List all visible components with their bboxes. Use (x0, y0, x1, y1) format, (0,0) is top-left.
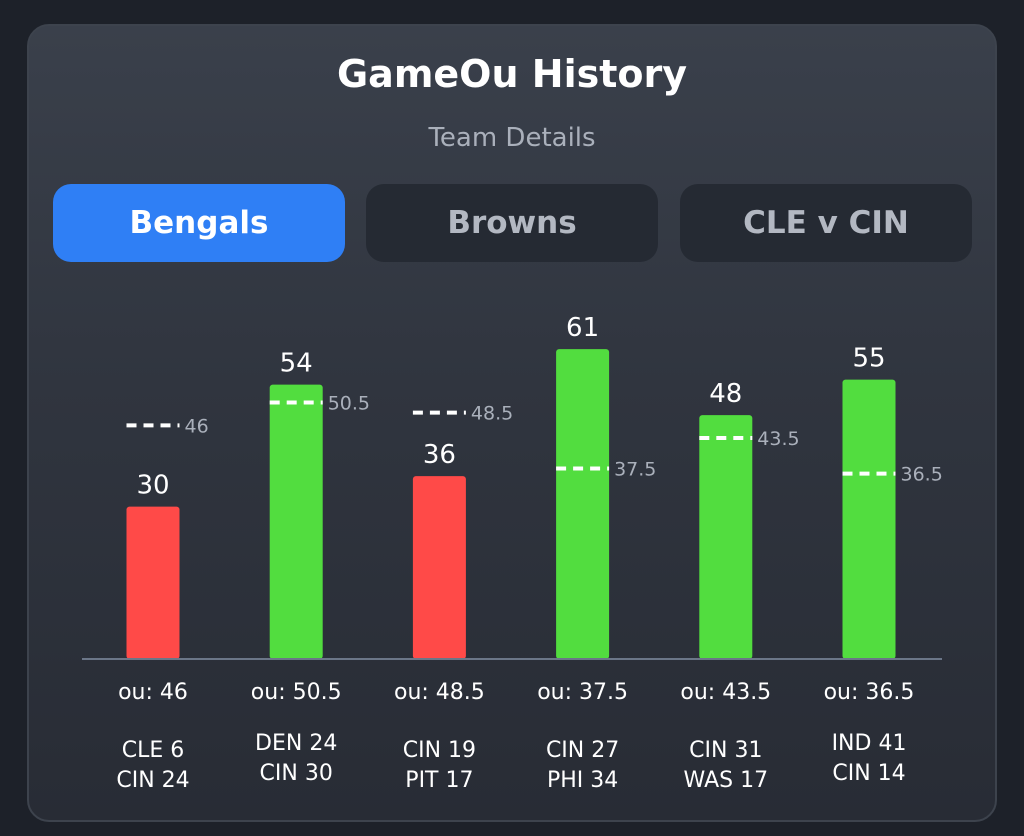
matchup-line-1: CIN 31 (689, 738, 762, 763)
matchup-line-2: CIN 14 (832, 761, 905, 786)
bar (269, 384, 323, 659)
bar (412, 476, 466, 659)
ou-marker-label: 50.5 (328, 392, 370, 414)
chart-title: GameOu History (336, 52, 687, 96)
bar-value-label: 36 (423, 440, 456, 470)
tab-cle-v-cin[interactable]: CLE v CIN (680, 184, 972, 262)
ou-marker-label: 46 (185, 415, 209, 437)
ou-marker-label: 37.5 (614, 459, 656, 481)
matchup-line-1: IND 41 (832, 731, 907, 756)
ou-label: ou: 50.5 (251, 680, 342, 705)
ou-marker-label: 43.5 (757, 428, 799, 450)
bar (556, 349, 610, 659)
bar-value-label: 48 (709, 379, 742, 409)
bar-value-label: 54 (280, 349, 313, 379)
bar (126, 506, 180, 659)
matchup-line-2: PHI 34 (547, 768, 618, 793)
bar-value-label: 55 (852, 344, 885, 374)
matchup-line-1: CIN 19 (403, 738, 476, 763)
ou-marker-label: 48.5 (471, 403, 513, 425)
matchup-line-2: WAS 17 (684, 768, 769, 793)
ou-label: ou: 48.5 (394, 680, 485, 705)
chart-card (27, 24, 997, 822)
matchup-line-1: DEN 24 (255, 731, 337, 756)
tab-bengals[interactable]: Bengals (53, 184, 345, 262)
ou-label: ou: 37.5 (537, 680, 628, 705)
matchup-line-2: CIN 24 (116, 768, 189, 793)
chart-subtitle: Team Details (428, 123, 596, 153)
ou-label: ou: 46 (118, 680, 188, 705)
tab-browns[interactable]: Browns (366, 184, 658, 262)
bar (699, 415, 753, 659)
ou-label: ou: 43.5 (680, 680, 771, 705)
bar-value-label: 61 (566, 313, 599, 343)
bar (842, 379, 896, 659)
ou-marker-label: 36.5 (901, 464, 943, 486)
bar-value-label: 30 (136, 471, 169, 501)
matchup-line-1: CIN 27 (546, 738, 619, 763)
matchup-line-1: CLE 6 (122, 738, 185, 763)
ou-label: ou: 36.5 (824, 680, 915, 705)
matchup-line-2: PIT 17 (405, 768, 473, 793)
matchup-line-2: CIN 30 (260, 761, 333, 786)
